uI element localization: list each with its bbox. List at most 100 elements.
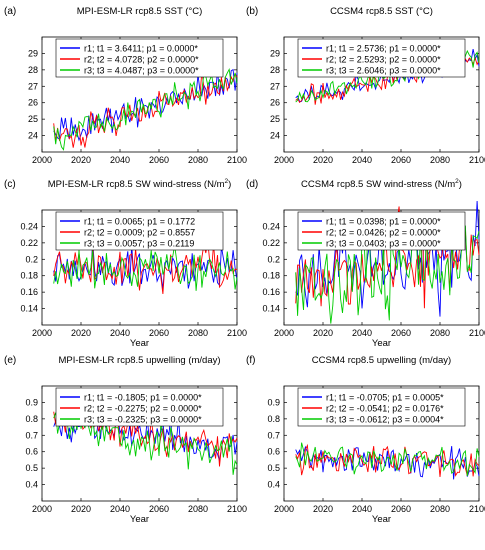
chart-panel-2: (c) MPI-ESM-LR rcp8.5 SW wind-stress (N/m…: [4, 178, 247, 349]
x-tick-label: 2040: [352, 504, 372, 514]
panel-letter: (a): [4, 6, 16, 17]
y-tick-label: 0.16: [20, 287, 38, 297]
x-axis-label: Year: [130, 514, 149, 525]
plot-frame: [283, 385, 480, 502]
chart-title-text: CCSM4 rcp8.5 SW wind-stress (N/m: [301, 179, 455, 190]
chart-title: CCSM4 rcp8.5 SST (°C): [330, 6, 433, 17]
y-tick-label: 0.4: [25, 480, 38, 490]
x-tick-label: 2020: [313, 155, 333, 165]
x-tick-label: 2020: [313, 504, 333, 514]
x-tick-label: 2080: [430, 504, 450, 514]
plot-frame: [41, 36, 238, 153]
legend-entry: r3; t3 = 2.6046; p3 = 0.0000*: [326, 66, 441, 76]
y-tick-label: 0.7: [267, 430, 280, 440]
x-tick-label: 2020: [71, 155, 91, 165]
chart-title: MPI-ESM-LR rcp8.5 upwelling (m/day): [58, 355, 220, 366]
x-tick-label: 2000: [32, 504, 52, 514]
chart-panel-0: (a) MPI-ESM-LR rcp8.5 SST (°C) 2000 2020 204…: [4, 6, 247, 165]
series-line-r2: [295, 443, 480, 477]
y-tick-label: 0.14: [262, 304, 280, 314]
series-line-r3: [53, 245, 238, 291]
x-axis-label: Year: [372, 514, 391, 525]
y-tick-label: 0.2: [267, 254, 280, 264]
y-tick-label: 0.24: [20, 221, 38, 231]
x-tick-label: 2020: [71, 504, 91, 514]
series-line-r3: [53, 67, 238, 151]
y-tick-label: 24: [28, 131, 38, 141]
chart-title-end: ): [459, 179, 462, 190]
legend-box: [55, 38, 224, 78]
panel-letter: (c): [4, 179, 16, 190]
chart-title: MPI-ESM-LR rcp8.5 SW wind-stress (N/m2): [48, 178, 232, 190]
x-tick-label: 2040: [352, 155, 372, 165]
legend-box: [55, 387, 224, 427]
x-tick-label: 2060: [391, 504, 411, 514]
y-tick-label: 0.8: [267, 414, 280, 424]
x-tick-label: 2100: [227, 155, 247, 165]
legend-entry: r2; t2 = -0.2275; p2 = 0.0000*: [84, 404, 202, 414]
x-tick-label: 2000: [32, 328, 52, 338]
x-tick-label: 2040: [110, 155, 130, 165]
x-tick-label: 2060: [391, 155, 411, 165]
x-axis-label: Year: [130, 338, 149, 349]
legend-entry: r1; t1 = 0.0065; p1 = 0.1772: [84, 217, 195, 227]
y-tick-label: 0.4: [267, 480, 280, 490]
panel-letter: (f): [246, 355, 255, 366]
legend-entry: r3; t3 = -0.0612; p3 = 0.0004*: [326, 415, 444, 425]
x-tick-label: 2060: [149, 155, 169, 165]
legend-entry: r1; t1 = -0.1805; p1 = 0.0000*: [84, 393, 202, 403]
legend-box: [297, 387, 466, 427]
chart-title-text: MPI-ESM-LR rcp8.5 SST (°C): [77, 6, 203, 17]
x-tick-label: 2000: [274, 328, 294, 338]
legend-entry: r2; t2 = 0.0009; p2 = 0.8557: [84, 228, 195, 238]
chart-title-text: MPI-ESM-LR rcp8.5 upwelling (m/day): [58, 355, 220, 366]
y-tick-label: 27: [270, 81, 280, 91]
chart-title-text: CCSM4 rcp8.5 SST (°C): [330, 6, 433, 17]
y-tick-label: 26: [270, 98, 280, 108]
legend-entry: r2; t2 = -0.0541; p2 = 0.0176*: [326, 404, 444, 414]
chart-title-sup: 2: [225, 178, 229, 185]
y-tick-label: 0.5: [25, 463, 38, 473]
x-tick-label: 2040: [352, 328, 372, 338]
legend-box: [55, 211, 224, 251]
x-tick-label: 2100: [469, 328, 485, 338]
chart-title: CCSM4 rcp8.5 upwelling (m/day): [312, 355, 451, 366]
series-line-r2: [53, 408, 238, 467]
series-line-r1: [295, 445, 480, 480]
legend-box: [297, 38, 466, 78]
legend-entry: r3; t3 = -0.2325; p3 = 0.0000*: [84, 415, 202, 425]
x-axis-label: Year: [372, 338, 391, 349]
legend-entry: r2; t2 = 4.0728; p2 = 0.0000*: [84, 55, 199, 65]
y-tick-label: 0.6: [25, 447, 38, 457]
legend-entry: r2; t2 = 2.5293; p2 = 0.0000*: [326, 55, 441, 65]
y-tick-label: 25: [28, 114, 38, 124]
legend-entry: r1; t1 = 2.5736; p1 = 0.0000*: [326, 44, 441, 54]
y-tick-label: 28: [270, 65, 280, 75]
legend-entry: r1; t1 = 0.0398; p1 = 0.0000*: [326, 217, 441, 227]
chart-panel-3: (d) CCSM4 rcp8.5 SW wind-stress (N/m2) 200…: [246, 178, 485, 349]
y-tick-label: 0.14: [20, 304, 38, 314]
plot-frame: [283, 209, 480, 326]
x-tick-label: 2020: [313, 328, 333, 338]
legend-entry: r2; t2 = 0.0426; p2 = 0.0000*: [326, 228, 441, 238]
panel-letter: (d): [246, 179, 258, 190]
x-tick-label: 2080: [430, 328, 450, 338]
y-tick-label: 0.7: [25, 430, 38, 440]
chart-panel-4: (e) MPI-ESM-LR rcp8.5 upwelling (m/day) 20…: [4, 355, 247, 525]
chart-title-text: CCSM4 rcp8.5 upwelling (m/day): [312, 355, 451, 366]
x-tick-label: 2080: [188, 155, 208, 165]
chart-title: MPI-ESM-LR rcp8.5 SST (°C): [77, 6, 203, 17]
legend-entry: r1; t1 = -0.0705; p1 = 0.0005*: [326, 393, 444, 403]
y-tick-label: 0.9: [25, 397, 38, 407]
x-tick-label: 2100: [227, 328, 247, 338]
series-line-r2: [53, 70, 238, 148]
y-tick-label: 25: [270, 114, 280, 124]
y-tick-label: 0.18: [20, 271, 38, 281]
chart-title: CCSM4 rcp8.5 SW wind-stress (N/m2): [301, 178, 462, 190]
y-tick-label: 0.22: [262, 238, 280, 248]
x-tick-label: 2020: [71, 328, 91, 338]
y-tick-label: 0.9: [267, 397, 280, 407]
y-tick-label: 28: [28, 65, 38, 75]
y-tick-label: 0.8: [25, 414, 38, 424]
